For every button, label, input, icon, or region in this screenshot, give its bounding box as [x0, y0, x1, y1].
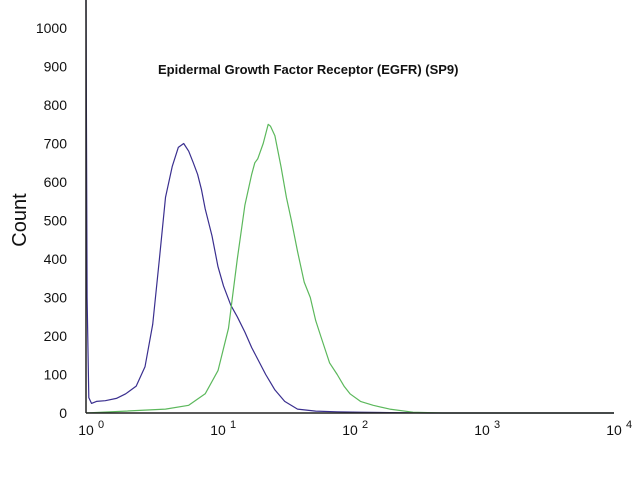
y-tick-label: 200 [44, 328, 68, 344]
x-tick-label: 10 3 [474, 419, 500, 438]
y-tick-label: 500 [44, 213, 68, 229]
x-tick-base: 10 [78, 422, 94, 438]
chart-title: Epidermal Growth Factor Receptor (EGFR) … [158, 62, 459, 77]
y-tick-label: 900 [44, 59, 68, 75]
x-tick-exponent: 4 [626, 419, 632, 431]
y-tick-label: 700 [44, 136, 68, 152]
x-tick-exponent: 1 [230, 419, 236, 431]
x-tick-exponent: 3 [494, 419, 500, 431]
x-tick-base: 10 [606, 422, 622, 438]
y-tick-label: 100 [44, 367, 68, 383]
x-tick-base: 10 [474, 422, 490, 438]
y-tick-label: 0 [59, 405, 67, 421]
y-tick-label: 1000 [36, 20, 67, 36]
series-line-2 [85, 123, 614, 414]
y-axis-title: Count [9, 193, 31, 247]
series-line-1 [85, 0, 614, 414]
x-tick-base: 10 [210, 422, 226, 438]
x-tick-exponent: 0 [98, 419, 104, 431]
series-lines [85, 0, 614, 414]
x-tick-label: 10 0 [78, 419, 104, 438]
y-tick-labels: 0 100 200 300 400 500 600 700 800 900 1000 [36, 20, 67, 421]
y-tick-label: 300 [44, 290, 68, 306]
x-tick-base: 10 [342, 422, 358, 438]
y-tick-label: 800 [44, 97, 68, 113]
x-tick-label: 10 1 [210, 419, 236, 438]
x-tick-labels: 10 0 10 1 10 2 10 3 10 4 [78, 419, 632, 438]
y-tick-label: 600 [44, 174, 68, 190]
y-tick-label: 400 [44, 251, 68, 267]
x-tick-label: 10 2 [342, 419, 368, 438]
x-tick-exponent: 2 [362, 419, 368, 431]
x-tick-label: 10 4 [606, 419, 632, 438]
